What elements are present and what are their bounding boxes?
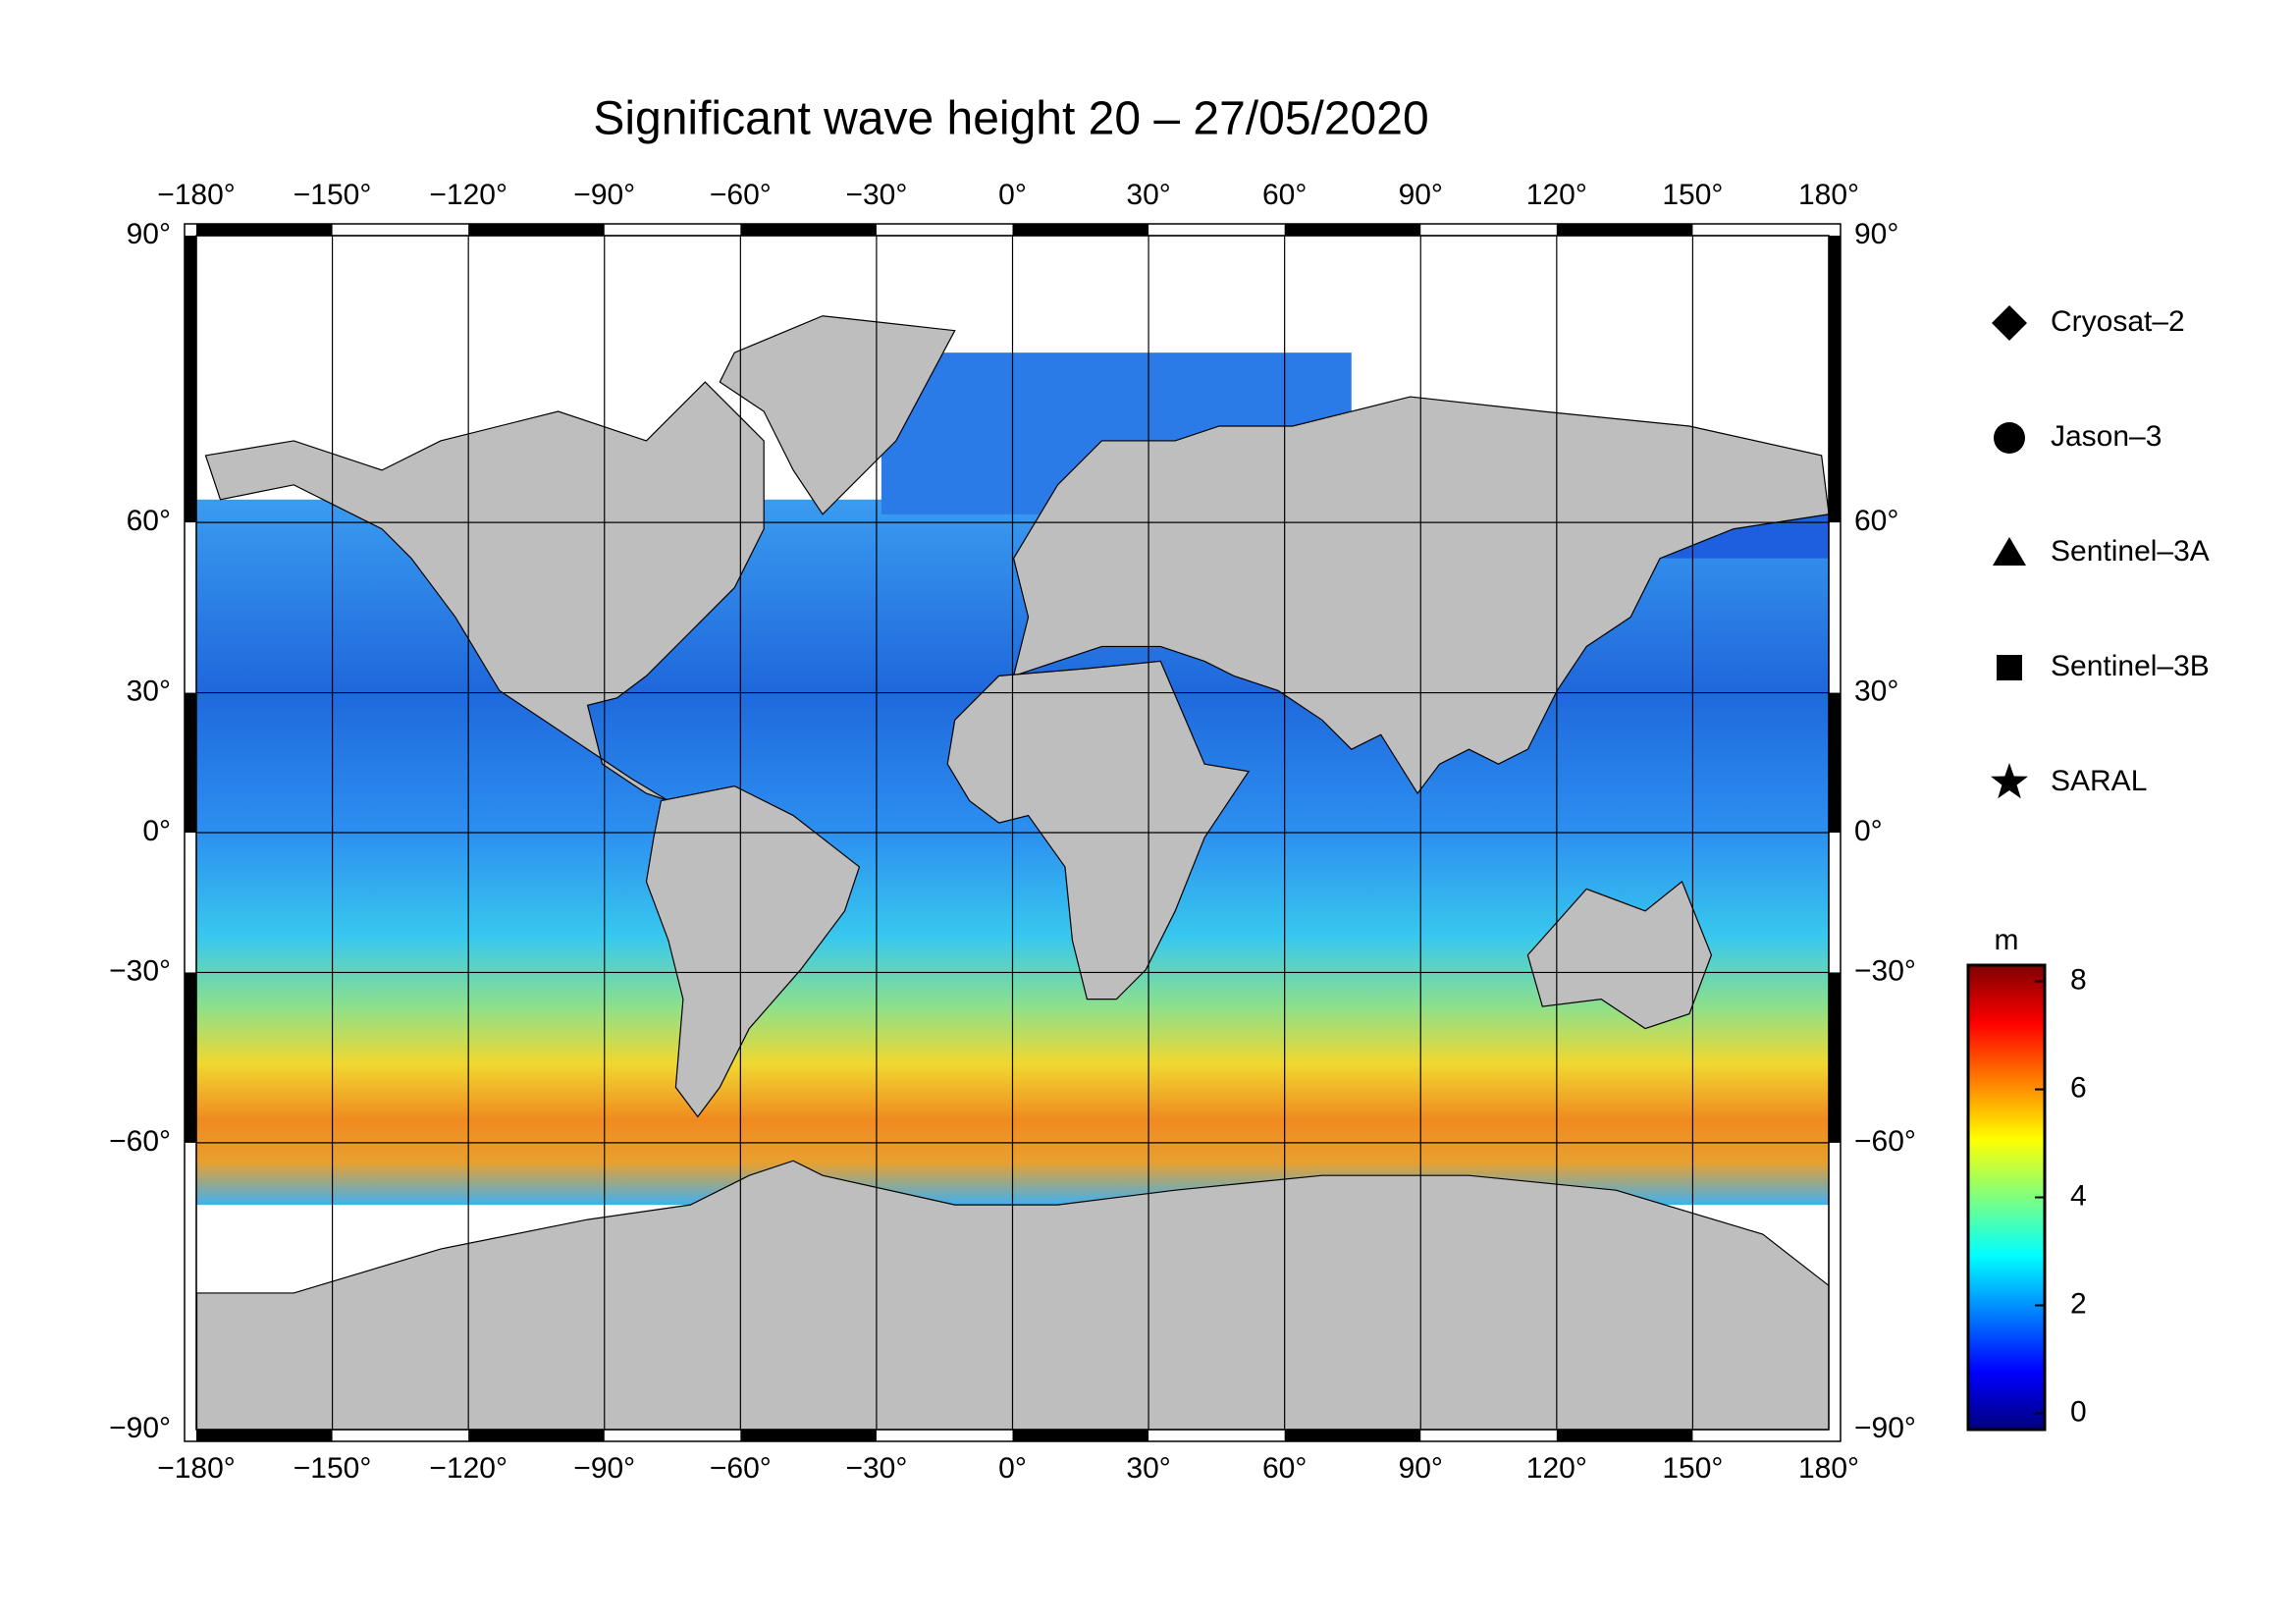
x-tick-label-top: 120° [1526, 179, 1587, 211]
y-tick-label-right: 0° [1854, 815, 1883, 847]
frame-segment [1284, 1430, 1421, 1441]
frame-segment [740, 224, 877, 236]
legend-label: Cryosat–2 [2051, 305, 2185, 338]
frame-segment [196, 1430, 333, 1441]
north-america [204, 381, 765, 802]
x-tick-label-top: 90° [1399, 179, 1443, 211]
colorbar-tick-label: 6 [2070, 1071, 2087, 1104]
y-tick-label-left: 30° [127, 675, 171, 707]
y-tick-label-left: 90° [127, 218, 171, 250]
colorbar-tick-label: 2 [2070, 1287, 2087, 1320]
y-tick-label-left: −90° [109, 1412, 171, 1444]
frame-segment [1556, 1430, 1693, 1441]
y-tick-label-right: −60° [1854, 1125, 1916, 1158]
y-tick-label-right: 30° [1854, 675, 1898, 707]
legend-label: Sentinel–3B [2051, 650, 2210, 682]
x-tick-label-bottom: 180° [1798, 1452, 1859, 1485]
y-tick-label-right: 90° [1854, 218, 1898, 250]
x-tick-label-bottom: 60° [1262, 1452, 1307, 1485]
y-tick-label-left: −30° [109, 954, 171, 987]
legend-label: SARAL [2051, 765, 2147, 797]
x-tick-label-bottom: −120° [429, 1452, 507, 1485]
y-tick-label-right: 60° [1854, 505, 1898, 537]
frame-segment [1829, 236, 1841, 523]
eurasia [1012, 396, 1830, 795]
x-tick-label-bottom: 150° [1662, 1452, 1723, 1485]
legend-label: Sentinel–3A [2051, 535, 2210, 568]
colorbar: m 0 2 4 6 8 [1966, 924, 2087, 1432]
legend-marker [1994, 422, 2025, 454]
frame-segment [1829, 972, 1841, 1143]
colorbar-tick-label: 0 [2070, 1395, 2087, 1428]
colorbar-unit: m [1995, 924, 2019, 956]
y-tick-label-left: −60° [109, 1125, 171, 1158]
x-tick-label-bottom: 90° [1399, 1452, 1443, 1485]
x-tick-label-top: 180° [1798, 179, 1859, 211]
x-tick-label-bottom: −180° [157, 1452, 236, 1485]
australia [1526, 880, 1713, 1030]
frame-segment [468, 1430, 605, 1441]
frame-segment [468, 224, 605, 236]
x-tick-label-bottom: 30° [1126, 1452, 1170, 1485]
map-axes: −180° −180° −150° −150° −120° −120° −90° −90° −6… [109, 179, 1916, 1485]
x-tick-label-top: −30° [845, 179, 907, 211]
legend-marker [1997, 655, 2022, 680]
x-tick-label-top: −90° [573, 179, 635, 211]
frame-segment [740, 1430, 877, 1441]
x-tick-label-bottom: −90° [573, 1452, 635, 1485]
x-tick-label-top: 60° [1262, 179, 1307, 211]
colorbar-tick-label: 4 [2070, 1179, 2087, 1212]
x-tick-label-top: 0° [998, 179, 1027, 211]
map-outer-frame [184, 223, 1842, 1442]
legend-marker [1993, 537, 2026, 566]
legend-label: Jason–3 [2051, 420, 2162, 453]
x-tick-label-top: −180° [157, 179, 236, 211]
legend: Cryosat–2 Jason–3 Sentinel–3A Sentinel–3B SA… [1991, 305, 2210, 799]
x-tick-label-bottom: 0° [998, 1452, 1027, 1485]
x-tick-label-bottom: −150° [294, 1452, 372, 1485]
x-tick-label-bottom: −60° [710, 1452, 772, 1485]
frame-segment [1829, 692, 1841, 833]
frame-segment [185, 972, 196, 1143]
x-tick-label-top: −60° [710, 179, 772, 211]
frame-segment [1012, 1430, 1149, 1441]
y-tick-label-left: 0° [142, 815, 171, 847]
colorbar-tick-label: 8 [2070, 963, 2087, 996]
frame-segment [185, 692, 196, 833]
x-tick-label-top: 150° [1662, 179, 1723, 211]
legend-marker [1991, 763, 2028, 799]
frame-segment [1284, 224, 1421, 236]
frame-segment [1556, 224, 1693, 236]
x-tick-label-top: −150° [294, 179, 372, 211]
frame-segment [1012, 224, 1149, 236]
y-tick-label-right: −30° [1854, 954, 1916, 987]
frame-segment [196, 224, 333, 236]
map-title: Significant wave height 20 – 27/05/2020 [593, 93, 1428, 145]
map-frame [195, 235, 1830, 1431]
x-tick-label-top: −120° [429, 179, 507, 211]
x-tick-label-bottom: −30° [845, 1452, 907, 1485]
y-tick-label-left: 60° [127, 505, 171, 537]
legend-marker [1992, 305, 2027, 341]
frame-segment [185, 236, 196, 523]
greenland [719, 315, 956, 515]
x-tick-label-top: 30° [1126, 179, 1170, 211]
x-tick-label-bottom: 120° [1526, 1452, 1587, 1485]
y-tick-label-right: −90° [1854, 1412, 1916, 1444]
colorbar-scale [1966, 963, 2047, 1432]
